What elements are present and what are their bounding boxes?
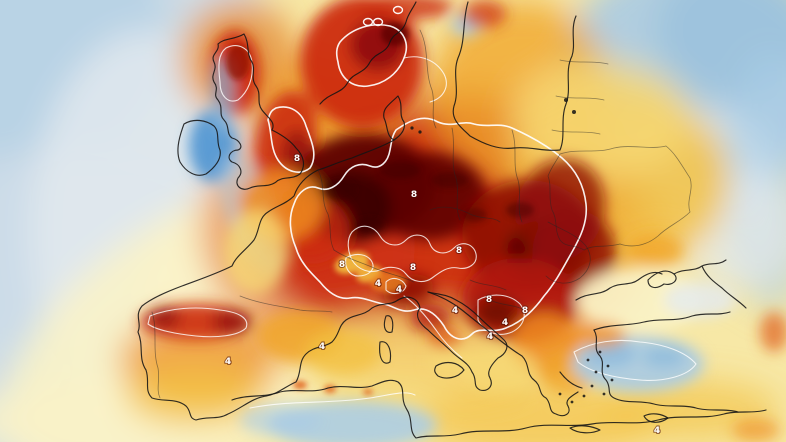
norway-contour	[335, 24, 408, 87]
contour-label: 4	[502, 318, 508, 328]
zero-ring-marker	[362, 17, 374, 27]
zero-ring-marker	[392, 5, 404, 15]
contour-label: 8	[294, 154, 300, 164]
corsica-coast	[383, 315, 394, 333]
sweden-contour	[403, 56, 447, 103]
coastline-layer	[137, 1, 767, 439]
contour-label: 4	[225, 357, 231, 367]
contour-label: 8	[411, 190, 417, 200]
turkey-zero-contour	[573, 339, 697, 381]
ring-marker-layer	[362, 5, 404, 27]
contour-label: 8	[522, 306, 528, 316]
great-britain-coast	[212, 33, 305, 190]
greece-coast	[559, 371, 583, 389]
border-layer	[151, 29, 692, 399]
sicily-coast	[434, 361, 465, 379]
contour-label: 4	[319, 342, 325, 352]
contour-label: 4	[487, 332, 493, 342]
alps-contour-b	[385, 277, 407, 295]
alps-contour-a	[345, 253, 374, 277]
north-spain-contour	[147, 307, 248, 338]
contour-line-layer	[147, 24, 697, 409]
contour-label: 8	[456, 246, 462, 256]
contour-label: 4	[396, 285, 402, 295]
north-africa-coast	[231, 379, 767, 439]
contour-label: 4	[654, 426, 660, 436]
main-plus8-contour	[289, 117, 588, 340]
contour-label: 8	[486, 295, 492, 305]
inner-contour	[347, 225, 477, 283]
africa-zero-contour	[249, 392, 416, 409]
norway-coast	[319, 1, 417, 105]
contour-label: 8	[339, 260, 345, 270]
contour-label: 4	[452, 306, 458, 316]
ireland-coast	[177, 119, 221, 176]
azov-coast	[673, 259, 747, 309]
black-sea-north-coast	[575, 271, 663, 301]
contour-label: 8	[410, 263, 416, 273]
contour-label: 4	[375, 279, 381, 289]
sardinia-coast	[379, 341, 392, 364]
turkey-north-coast	[593, 311, 731, 331]
west-europe-coast	[137, 139, 399, 421]
crimea-coast	[647, 270, 677, 289]
sweden-baltic-coast	[452, 1, 577, 151]
turkey-west-south-coast	[593, 329, 739, 413]
balkan-adriatic-coast	[427, 291, 579, 417]
italy-coast	[397, 291, 508, 391]
zero-ring-marker	[372, 17, 384, 27]
crete-coast	[569, 425, 601, 434]
apennine-contour	[403, 295, 463, 359]
